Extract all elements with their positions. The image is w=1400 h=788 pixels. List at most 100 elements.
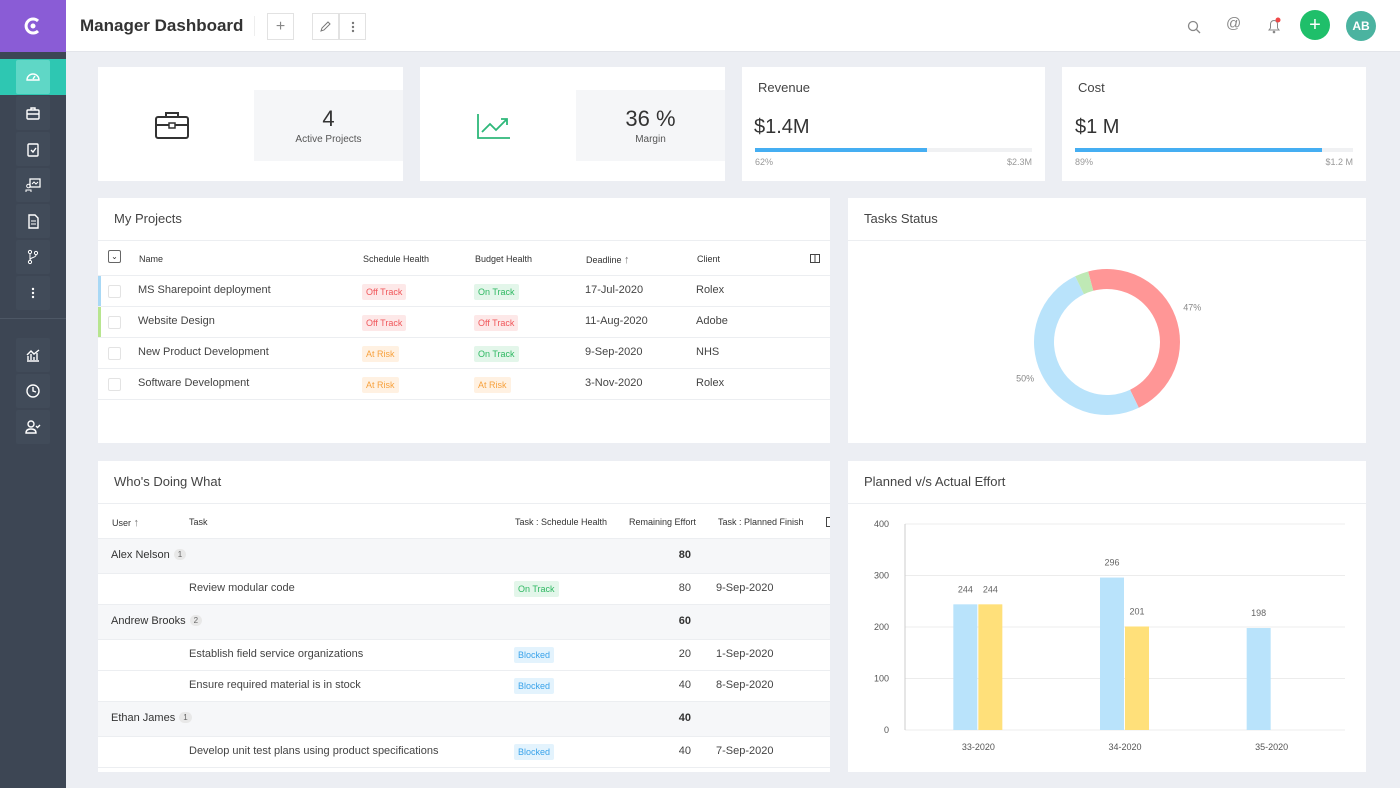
- project-name[interactable]: MS Sharepoint deployment: [138, 284, 271, 296]
- task-row[interactable]: Review modular code On Track 80 9-Sep-2020: [98, 574, 830, 605]
- revenue-max: $2.3M: [1006, 157, 1032, 167]
- remaining-effort: 40: [678, 745, 691, 757]
- more-button[interactable]: [339, 13, 366, 40]
- schedule-health-badge: Blocked: [514, 678, 555, 694]
- task-name[interactable]: Establish field service organizations: [189, 648, 364, 660]
- user-name: Alex Nelson: [111, 549, 170, 561]
- sidebar-item-user-check[interactable]: [16, 410, 50, 444]
- row-checkbox[interactable]: [108, 347, 121, 360]
- add-widget-button[interactable]: +: [267, 13, 294, 40]
- edit-button[interactable]: [312, 13, 339, 40]
- bar[interactable]: [953, 604, 978, 730]
- sidebar-item-document[interactable]: [16, 204, 50, 238]
- app-logo[interactable]: [0, 0, 66, 52]
- donut-slice[interactable]: [1075, 271, 1094, 295]
- sidebar-item-clipboard-check[interactable]: [16, 132, 50, 166]
- column-task[interactable]: Task: [189, 517, 208, 527]
- sidebar-item-dashboard[interactable]: [16, 60, 50, 94]
- donut-slice[interactable]: [1088, 269, 1180, 408]
- create-button[interactable]: +: [1300, 10, 1330, 40]
- mentions-icon[interactable]: @: [1226, 15, 1242, 32]
- column-remaining-effort[interactable]: Remaining Effort: [629, 517, 696, 527]
- user-group-row[interactable]: Ethan James 1 40: [98, 702, 830, 737]
- cost-progress: [1075, 148, 1353, 152]
- column-user[interactable]: User ↑: [112, 517, 139, 529]
- more-vertical-icon: [31, 287, 35, 299]
- task-name[interactable]: Ensure required material is in stock: [189, 679, 361, 691]
- project-name[interactable]: New Product Development: [138, 346, 269, 358]
- active-projects-card[interactable]: 4 Active Projects: [98, 67, 403, 181]
- columns-icon[interactable]: [826, 517, 830, 527]
- sidebar-item-presentation[interactable]: [16, 168, 50, 202]
- column-deadline[interactable]: Deadline ↑: [586, 254, 630, 266]
- margin-card[interactable]: 36 % Margin: [420, 67, 725, 181]
- revenue-progress: [755, 148, 1032, 152]
- planned-finish: 8-Sep-2020: [716, 679, 774, 691]
- sidebar-item-more-vertical[interactable]: [16, 276, 50, 310]
- deadline: 17-Jul-2020: [585, 284, 644, 296]
- columns-icon[interactable]: [810, 254, 820, 263]
- schedule-health-badge: Blocked: [514, 647, 555, 663]
- planned-vs-actual-widget: Planned v/s Actual Effort 0 100 200 300 400 3…: [848, 461, 1366, 772]
- notification-bell-icon[interactable]: [1266, 17, 1282, 35]
- sidebar-item-analytics[interactable]: [16, 338, 50, 372]
- column-client[interactable]: Client: [697, 254, 721, 264]
- row-checkbox[interactable]: [108, 316, 121, 329]
- task-row[interactable]: Develop unit test plans using product sp…: [98, 737, 830, 768]
- y-tick-label: 300: [874, 571, 889, 581]
- user-check-icon: [25, 420, 41, 434]
- select-all-checkbox[interactable]: ⌄: [108, 250, 121, 263]
- bar[interactable]: [1100, 577, 1124, 730]
- user-name: Andrew Brooks: [111, 615, 186, 627]
- sidebar-item-briefcase[interactable]: [16, 96, 50, 130]
- task-name[interactable]: Develop unit test plans using product sp…: [189, 745, 439, 757]
- row-checkbox[interactable]: [108, 378, 121, 391]
- cost-value: $1 M: [1075, 116, 1120, 138]
- task-name[interactable]: Review modular code: [189, 582, 295, 594]
- planned-finish: 1-Sep-2020: [716, 648, 774, 660]
- donut-slice[interactable]: [1034, 276, 1139, 415]
- column-planned-finish[interactable]: Task : Planned Finish: [718, 517, 804, 527]
- row-color-marker: [98, 307, 101, 337]
- column-schedule-health[interactable]: Schedule Health: [363, 254, 430, 264]
- pencil-icon: [320, 21, 331, 32]
- bar[interactable]: [1125, 626, 1149, 730]
- slice-label: 47%: [1183, 302, 1201, 312]
- user-group-row[interactable]: Alex Nelson 1 80: [98, 539, 830, 574]
- table-header: User ↑ Task Task : Schedule Health Remai…: [98, 503, 830, 539]
- sidebar-item-branch[interactable]: [16, 240, 50, 274]
- row-checkbox[interactable]: [108, 285, 121, 298]
- schedule-health-badge: At Risk: [362, 377, 399, 393]
- y-tick-label: 200: [874, 622, 889, 632]
- row-color-marker: [98, 276, 101, 306]
- project-name[interactable]: Software Development: [138, 377, 250, 389]
- client: Rolex: [696, 377, 725, 389]
- sort-up-icon: ↑: [624, 254, 630, 266]
- deadline: 11-Aug-2020: [585, 315, 648, 327]
- task-row[interactable]: Establish field service organizations Blo…: [98, 640, 830, 671]
- revenue-card[interactable]: Revenue $1.4M 62% $2.3M: [742, 67, 1045, 181]
- page-title: Manager Dashboard: [80, 16, 244, 35]
- budget-health-badge: On Track: [474, 284, 519, 300]
- margin-value: 36 %: [625, 106, 676, 131]
- revenue-title: Revenue: [758, 80, 811, 95]
- avatar[interactable]: AB: [1346, 11, 1376, 41]
- table-row[interactable]: Software Development At Risk At Risk 3-Nov-…: [98, 369, 830, 400]
- bar-value-label: 201: [1129, 606, 1144, 616]
- project-name[interactable]: Website Design: [138, 315, 215, 327]
- table-row[interactable]: Website Design Off Track Off Track 11-Aug-2…: [98, 307, 830, 338]
- bar[interactable]: [978, 604, 1003, 730]
- sidebar-item-clock[interactable]: [16, 374, 50, 408]
- table-row[interactable]: New Product Development At Risk On Track 9-…: [98, 338, 830, 369]
- group-effort: 80: [678, 549, 691, 561]
- column-schedule-health[interactable]: Task : Schedule Health: [515, 517, 608, 527]
- column-budget-health[interactable]: Budget Health: [475, 254, 533, 264]
- search-icon[interactable]: [1187, 20, 1201, 34]
- bar[interactable]: [1246, 628, 1271, 730]
- task-count-badge: 1: [173, 549, 187, 560]
- cost-card[interactable]: Cost $1 M 89% $1.2 M: [1062, 67, 1366, 181]
- column-name[interactable]: Name: [139, 254, 164, 264]
- user-group-row[interactable]: Andrew Brooks 2 60: [98, 605, 830, 640]
- task-row[interactable]: Ensure required material is in stock Bloc…: [98, 671, 830, 702]
- table-row[interactable]: MS Sharepoint deployment Off Track On Trac…: [98, 276, 830, 307]
